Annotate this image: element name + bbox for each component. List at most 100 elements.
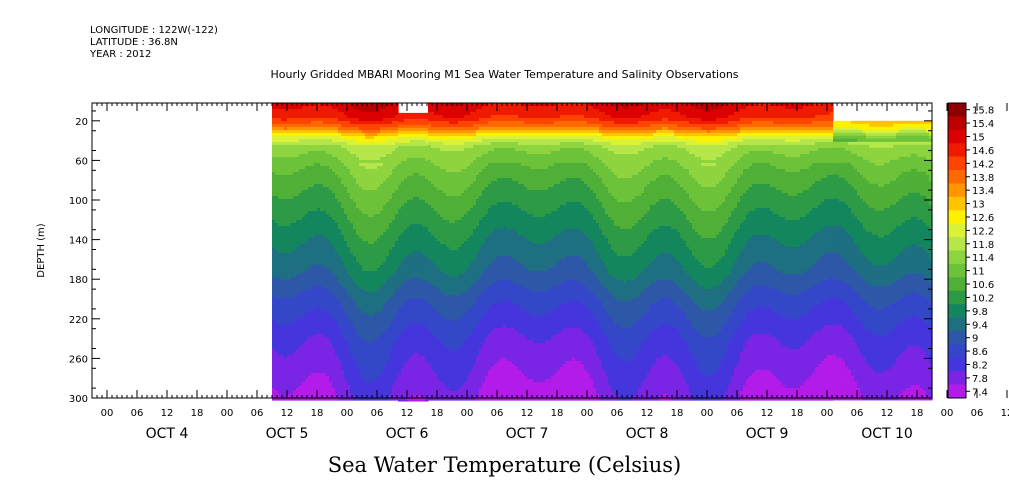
- heatmap-cell: [353, 148, 357, 152]
- heatmap-cell: [347, 196, 351, 200]
- heatmap-cell: [359, 301, 363, 305]
- heatmap-cell: [281, 232, 285, 236]
- heatmap-cell: [359, 133, 363, 137]
- heatmap-cell: [383, 292, 387, 296]
- heatmap-cell: [281, 283, 285, 287]
- heatmap-cell: [347, 229, 351, 233]
- heatmap-cell: [284, 124, 288, 128]
- heatmap-cell: [377, 373, 381, 377]
- heatmap-cell: [299, 268, 303, 272]
- heatmap-cell: [281, 187, 285, 191]
- heatmap-cell: [272, 118, 276, 122]
- heatmap-cell: [347, 145, 351, 149]
- heatmap-cell: [347, 328, 351, 332]
- heatmap-cell: [323, 334, 327, 338]
- heatmap-cell: [305, 265, 309, 269]
- heatmap-cell: [287, 175, 291, 179]
- heatmap-cell: [329, 157, 333, 161]
- heatmap-cell: [380, 133, 384, 137]
- heatmap-cell: [305, 148, 309, 152]
- heatmap-cell: [383, 217, 387, 221]
- heatmap-cell: [287, 211, 291, 215]
- heatmap-cell: [332, 391, 336, 395]
- heatmap-cell: [272, 385, 276, 389]
- heatmap-cell: [290, 319, 294, 323]
- heatmap-cell: [293, 349, 297, 353]
- heatmap-cell: [347, 304, 351, 308]
- heatmap-cell: [323, 172, 327, 176]
- heatmap-cell: [314, 238, 318, 242]
- heatmap-cell: [374, 187, 378, 191]
- heatmap-cell: [290, 115, 294, 119]
- heatmap-cell: [356, 151, 360, 155]
- heatmap-cell: [383, 295, 387, 299]
- heatmap-cell: [377, 346, 381, 350]
- heatmap-cell: [344, 112, 348, 116]
- heatmap-cell: [287, 166, 291, 170]
- heatmap-cell: [368, 286, 372, 290]
- heatmap-cell: [305, 391, 309, 395]
- heatmap-cell: [278, 187, 282, 191]
- heatmap-cell: [365, 382, 369, 386]
- heatmap-cell: [290, 274, 294, 278]
- heatmap-cell: [323, 163, 327, 167]
- heatmap-cell: [362, 145, 366, 149]
- heatmap-cell: [314, 280, 318, 284]
- heatmap-cell: [362, 286, 366, 290]
- heatmap-cell: [278, 103, 282, 107]
- heatmap-cell: [314, 298, 318, 302]
- heatmap-cell: [326, 163, 330, 167]
- heatmap-cell: [311, 169, 315, 173]
- heatmap-cell: [311, 319, 315, 323]
- heatmap-cell: [389, 208, 393, 212]
- heatmap-cell: [287, 343, 291, 347]
- heatmap-cell: [338, 235, 342, 239]
- heatmap-cell: [284, 199, 288, 203]
- heatmap-cell: [341, 265, 345, 269]
- heatmap-cell: [335, 268, 339, 272]
- heatmap-cell: [290, 373, 294, 377]
- heatmap-cell: [353, 379, 357, 383]
- heatmap-cell: [338, 361, 342, 365]
- heatmap-cell: [320, 262, 324, 266]
- heatmap-cell: [374, 313, 378, 317]
- heatmap-cell: [272, 112, 276, 116]
- heatmap-cell: [308, 133, 312, 137]
- heatmap-cell: [284, 109, 288, 113]
- heatmap-cell: [275, 214, 279, 218]
- heatmap-cell: [317, 136, 321, 140]
- heatmap-cell: [365, 106, 369, 110]
- heatmap-cell: [317, 361, 321, 365]
- heatmap-cell: [296, 154, 300, 158]
- heatmap-cell: [287, 322, 291, 326]
- heatmap-cell: [305, 382, 309, 386]
- heatmap-cell: [305, 112, 309, 116]
- heatmap-cell: [377, 184, 381, 188]
- heatmap-cell: [335, 106, 339, 110]
- heatmap-cell: [338, 331, 342, 335]
- heatmap-cell: [374, 253, 378, 257]
- heatmap-cell: [326, 241, 330, 245]
- heatmap-cell: [338, 346, 342, 350]
- heatmap-cell: [293, 394, 297, 398]
- heatmap-cell: [278, 190, 282, 194]
- heatmap-cell: [383, 367, 387, 371]
- heatmap-cell: [314, 166, 318, 170]
- heatmap-cell: [335, 382, 339, 386]
- heatmap-cell: [308, 103, 312, 107]
- heatmap-cell: [320, 370, 324, 374]
- heatmap-cell: [332, 352, 336, 356]
- heatmap-cell: [305, 169, 309, 173]
- heatmap-cell: [341, 154, 345, 158]
- heatmap-cell: [326, 346, 330, 350]
- heatmap-cell: [326, 298, 330, 302]
- heatmap-cell: [287, 250, 291, 254]
- heatmap-cell: [368, 121, 372, 125]
- heatmap-cell: [389, 127, 393, 131]
- heatmap-cell: [347, 190, 351, 194]
- heatmap-cell: [272, 256, 276, 260]
- heatmap-cell: [287, 370, 291, 374]
- heatmap-cell: [350, 280, 354, 284]
- heatmap-cell: [389, 109, 393, 113]
- heatmap-cell: [281, 358, 285, 362]
